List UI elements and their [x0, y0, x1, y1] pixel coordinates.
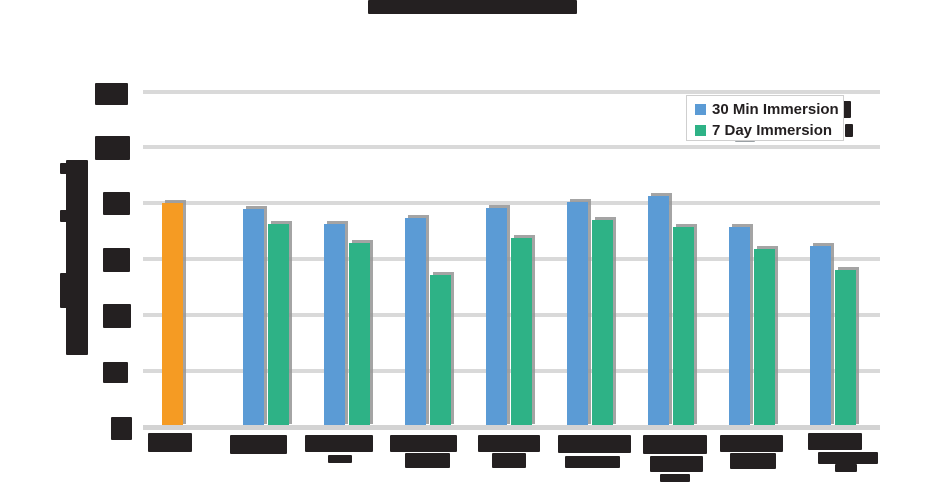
x-category-label-blob-cat1-line1	[148, 433, 192, 452]
x-category-label-blob-cat9-line2	[818, 452, 878, 464]
bar-7day-cat3	[348, 243, 370, 427]
x-category-label-blob-cat5-line1	[478, 435, 540, 452]
y-tick-label-blob-0	[95, 83, 128, 105]
bar-30min-cat7	[647, 196, 669, 427]
x-category-label-blob-cat7-line1	[643, 435, 707, 454]
legend-label-30min: 30 Min Immersion	[712, 101, 839, 118]
bar-7day-cat7	[672, 227, 694, 427]
x-category-label-blob-cat2-line1	[230, 435, 287, 454]
x-category-label-blob-cat4-line1	[390, 435, 457, 452]
legend-clipped-text-blob-1	[845, 124, 853, 137]
x-category-label-blob-cat9-line1	[808, 433, 862, 450]
x-category-label-blob-cat4-line2	[405, 453, 450, 468]
gridline-y100	[143, 145, 880, 150]
x-category-label-blob-cat7-line3	[660, 474, 690, 482]
legend-clipped-text-blob-0	[840, 101, 851, 118]
x-category-label-blob-cat5-line2	[492, 453, 526, 468]
x-category-label-blob-cat6-line1	[558, 435, 631, 453]
y-tick-label-blob-1	[95, 136, 130, 160]
bar-7day-cat4	[429, 275, 451, 427]
y-axis-title-blob-1	[60, 163, 68, 174]
bar-30min-cat3	[323, 224, 345, 427]
x-category-label-blob-cat7-line2	[650, 456, 703, 472]
gridline-y120	[143, 89, 880, 94]
y-tick-label-blob-4	[103, 304, 131, 328]
x-category-label-blob-cat3-line1	[305, 435, 373, 452]
y-axis-title-blob-0	[66, 160, 88, 355]
x-axis-line	[143, 425, 880, 430]
bar-7day-cat2	[267, 224, 289, 427]
bar-30min-cat4	[404, 218, 426, 427]
chart-title-blob	[368, 0, 577, 14]
bar-30min-cat5	[485, 208, 507, 427]
y-tick-label-blob-5	[103, 362, 128, 383]
control-bar-cat1	[161, 203, 183, 427]
chart-legend: 30 Min Immersion 7 Day Immersion	[686, 95, 844, 141]
bar-30min-cat8	[728, 227, 750, 427]
y-tick-label-blob-3	[103, 248, 130, 272]
legend-swatch-7day-icon	[695, 125, 706, 136]
bar-7day-cat5	[510, 238, 532, 427]
bar-30min-cat6	[566, 202, 588, 427]
x-category-label-blob-cat3-line2	[328, 455, 352, 463]
bar-30min-cat9	[809, 246, 831, 427]
legend-item-30-min-immersion: 30 Min Immersion	[695, 99, 843, 120]
y-tick-label-blob-2	[103, 192, 130, 215]
legend-label-7day: 7 Day Immersion	[712, 122, 833, 139]
y-axis-title-blob-2	[60, 210, 68, 222]
legend-swatch-30min-icon	[695, 104, 706, 115]
bar-7day-cat8	[753, 249, 775, 427]
legend-item-7-day-immersion: 7 Day Immersion	[695, 120, 843, 141]
y-axis-title-blob-3	[60, 273, 68, 308]
x-category-label-blob-cat9-line3	[835, 464, 857, 472]
bar-7day-cat6	[591, 220, 613, 427]
bar-30min-cat2	[242, 208, 264, 427]
bar-7day-cat9	[834, 270, 856, 427]
y-tick-label-blob-6	[111, 417, 132, 440]
x-category-label-blob-cat8-line1	[720, 435, 783, 452]
gridline-y80	[143, 201, 880, 206]
x-category-label-blob-cat8-line2	[730, 453, 776, 469]
x-category-label-blob-cat6-line2	[565, 456, 620, 468]
